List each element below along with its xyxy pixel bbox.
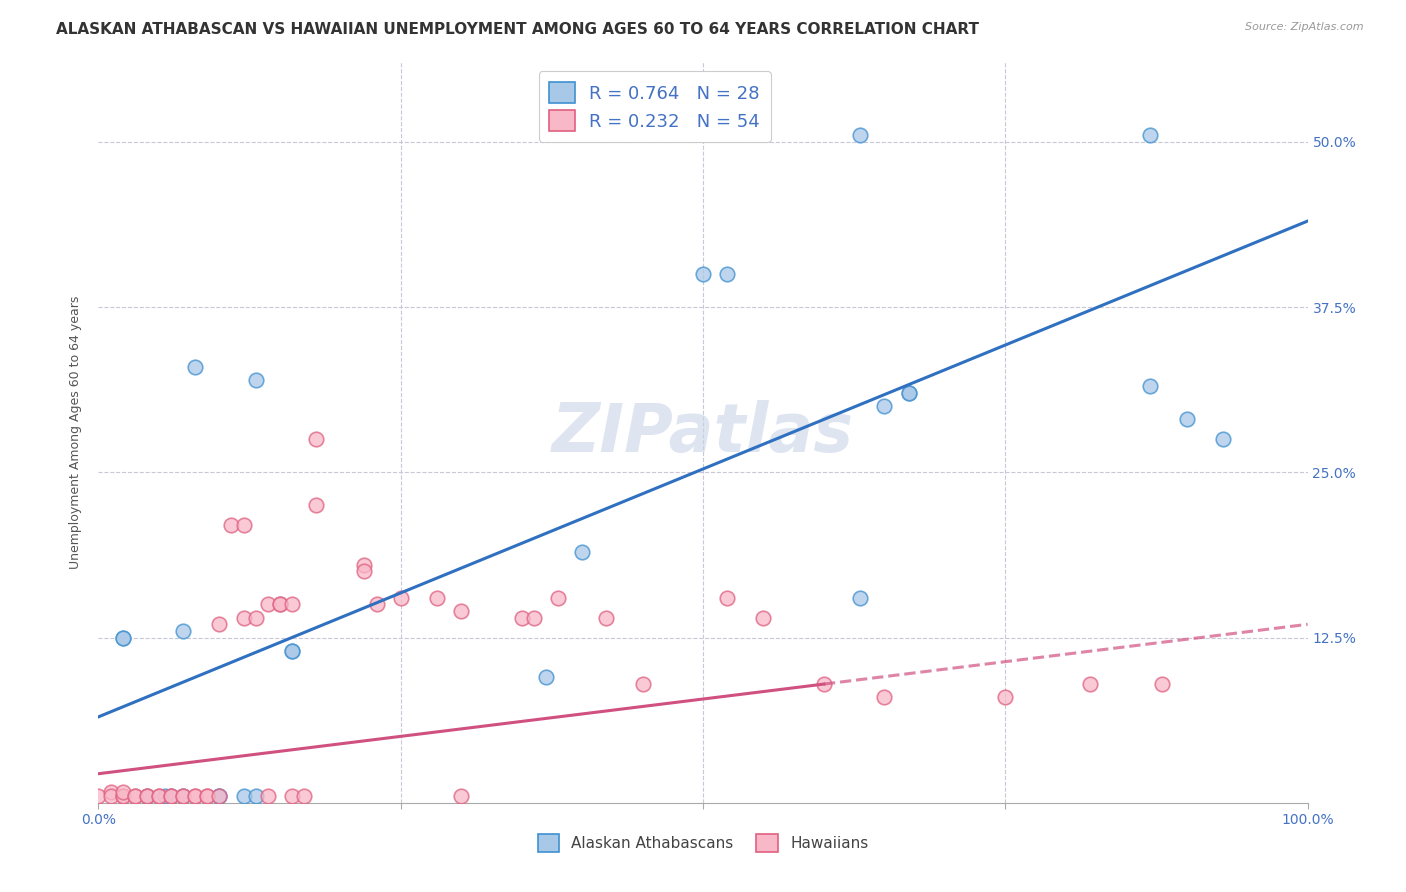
Point xyxy=(148,789,170,804)
Point xyxy=(281,644,304,658)
Point xyxy=(366,598,388,612)
Point xyxy=(184,789,207,804)
Point xyxy=(305,499,328,513)
Point xyxy=(595,610,617,624)
Point xyxy=(100,789,122,804)
Point xyxy=(111,631,134,645)
Point xyxy=(111,789,134,804)
Point xyxy=(813,677,835,691)
Point xyxy=(232,789,254,804)
Point xyxy=(256,598,278,612)
Point xyxy=(153,789,176,804)
Point xyxy=(135,789,157,804)
Point xyxy=(269,598,291,612)
Point xyxy=(184,789,207,804)
Point xyxy=(994,690,1017,704)
Point xyxy=(184,359,207,374)
Point xyxy=(269,598,291,612)
Text: ALASKAN ATHABASCAN VS HAWAIIAN UNEMPLOYMENT AMONG AGES 60 TO 64 YEARS CORRELATIO: ALASKAN ATHABASCAN VS HAWAIIAN UNEMPLOYM… xyxy=(56,22,979,37)
Point xyxy=(510,610,533,624)
Point xyxy=(534,670,557,684)
Point xyxy=(245,373,267,387)
Point xyxy=(256,789,278,804)
Point xyxy=(208,789,231,804)
Point xyxy=(87,789,110,804)
Point xyxy=(1139,379,1161,393)
Point xyxy=(208,789,231,804)
Point xyxy=(897,386,920,401)
Point xyxy=(450,604,472,618)
Point xyxy=(172,624,194,638)
Point xyxy=(111,631,134,645)
Point xyxy=(1139,128,1161,143)
Point xyxy=(1212,432,1234,446)
Point xyxy=(353,558,375,572)
Point xyxy=(245,610,267,624)
Point xyxy=(221,518,243,533)
Point xyxy=(873,399,896,413)
Point xyxy=(292,789,315,804)
Point xyxy=(160,789,183,804)
Point xyxy=(160,789,183,804)
Point xyxy=(849,591,872,605)
Point xyxy=(547,591,569,605)
Point xyxy=(208,617,231,632)
Point xyxy=(389,591,412,605)
Point xyxy=(631,677,654,691)
Point xyxy=(232,610,254,624)
Point xyxy=(523,610,546,624)
Point xyxy=(232,518,254,533)
Point xyxy=(716,591,738,605)
Point xyxy=(135,789,157,804)
Point xyxy=(897,386,920,401)
Point xyxy=(353,565,375,579)
Text: ZIPatlas: ZIPatlas xyxy=(553,400,853,466)
Point xyxy=(172,789,194,804)
Point xyxy=(281,789,304,804)
Point xyxy=(849,128,872,143)
Point xyxy=(281,598,304,612)
Point xyxy=(245,789,267,804)
Point xyxy=(1078,677,1101,691)
Point xyxy=(195,789,218,804)
Point xyxy=(111,785,134,799)
Point xyxy=(172,789,194,804)
Point xyxy=(426,591,449,605)
Point xyxy=(135,789,157,804)
Y-axis label: Unemployment Among Ages 60 to 64 years: Unemployment Among Ages 60 to 64 years xyxy=(69,296,83,569)
Point xyxy=(124,789,146,804)
Point xyxy=(208,789,231,804)
Point xyxy=(752,610,775,624)
Point xyxy=(1175,412,1198,426)
Point xyxy=(100,785,122,799)
Point xyxy=(111,789,134,804)
Point xyxy=(450,789,472,804)
Point xyxy=(172,789,194,804)
Point xyxy=(281,644,304,658)
Point xyxy=(692,267,714,281)
Point xyxy=(716,267,738,281)
Point xyxy=(124,789,146,804)
Text: Source: ZipAtlas.com: Source: ZipAtlas.com xyxy=(1246,22,1364,32)
Point xyxy=(1152,677,1174,691)
Legend: Alaskan Athabascans, Hawaiians: Alaskan Athabascans, Hawaiians xyxy=(531,829,875,858)
Point xyxy=(571,544,593,558)
Point xyxy=(305,432,328,446)
Point xyxy=(195,789,218,804)
Point xyxy=(160,789,183,804)
Point xyxy=(873,690,896,704)
Point xyxy=(148,789,170,804)
